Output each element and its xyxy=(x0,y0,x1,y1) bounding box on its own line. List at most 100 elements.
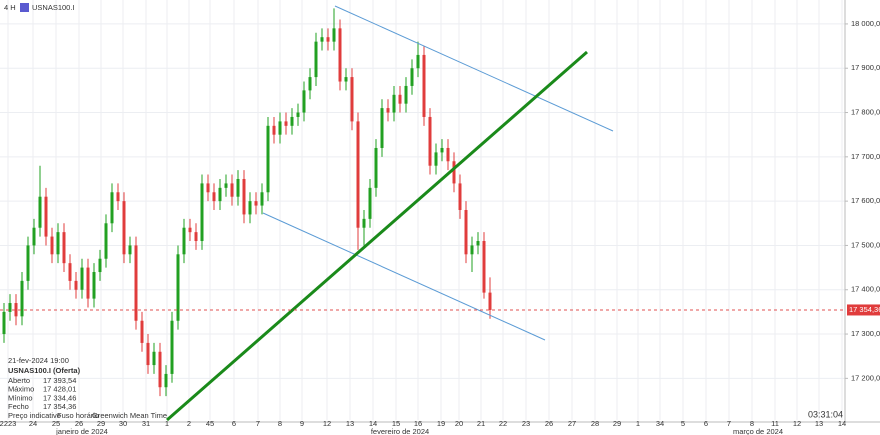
candle-body xyxy=(284,121,288,126)
candle-body xyxy=(428,116,432,166)
y-tick-label: 17 500,00 xyxy=(851,240,880,249)
x-tick-label: 24 xyxy=(29,419,37,428)
trend-line-support xyxy=(166,50,588,422)
candle-body xyxy=(362,218,366,228)
trend-line-lower xyxy=(262,212,546,341)
month-label: janeiro de 2024 xyxy=(55,427,108,435)
candle-body xyxy=(224,183,228,188)
candle-body xyxy=(212,192,216,202)
candle-body xyxy=(266,125,270,193)
x-tick-label: 34 xyxy=(656,419,664,428)
candle-body xyxy=(188,227,192,233)
candle-body xyxy=(116,192,120,202)
info-value: 17 354,36 xyxy=(43,402,76,411)
y-tick-label: 17 300,00 xyxy=(851,329,880,338)
x-tick-label: 26 xyxy=(75,419,83,428)
x-tick-label: 23 xyxy=(522,419,530,428)
candle-body xyxy=(464,210,468,255)
candle-body xyxy=(74,280,78,290)
candle-body xyxy=(416,54,420,69)
y-tick-label: 17 900,00 xyxy=(851,63,880,72)
candle-body xyxy=(8,303,12,312)
candle-body xyxy=(56,232,60,255)
candle-body xyxy=(152,351,156,366)
x-tick-label: 31 xyxy=(142,419,150,428)
candle-body xyxy=(134,245,138,321)
x-tick-label: 14 xyxy=(369,419,377,428)
grid xyxy=(0,0,845,420)
x-tick-label: 13 xyxy=(346,419,354,428)
info-value: 17 393,54 xyxy=(43,376,76,385)
x-tick-label: 27 xyxy=(568,419,576,428)
candle-body xyxy=(32,227,36,246)
y-tick-label: 18 000,00 xyxy=(851,19,880,28)
y-tick-label: 17 800,00 xyxy=(851,108,880,117)
x-tick-label: 6 xyxy=(232,419,236,428)
info-value: 17 334,46 xyxy=(43,393,76,402)
x-tick-label: 2223 xyxy=(0,419,16,428)
x-tick-label: 5 xyxy=(681,419,685,428)
candle-body xyxy=(164,373,168,388)
candle-body xyxy=(434,152,438,166)
x-tick-label: 11 xyxy=(771,419,779,428)
x-tick-label: 26 xyxy=(545,419,553,428)
symbol: USNAS100.I xyxy=(32,3,75,12)
x-tick-label: 45 xyxy=(206,419,214,428)
trend-line-upper xyxy=(334,5,614,132)
candle-body xyxy=(38,196,42,228)
candle-body xyxy=(296,112,300,117)
info-label: Máximo xyxy=(8,385,34,394)
x-tick-label: 8 xyxy=(750,419,754,428)
candle-body xyxy=(248,201,252,215)
candle-body xyxy=(332,28,336,42)
x-tick-label: 1 xyxy=(165,419,169,428)
x-tick-label: 13 xyxy=(815,419,823,428)
candle-body xyxy=(128,245,132,255)
candle-body xyxy=(290,116,294,126)
candle-body xyxy=(68,263,72,281)
y-tick-label: 17 600,00 xyxy=(851,196,880,205)
candle-body xyxy=(14,303,18,317)
x-tick-label: 6 xyxy=(704,419,708,428)
candle-body xyxy=(386,108,390,113)
x-tick-label: 15 xyxy=(392,419,400,428)
candle-body xyxy=(398,94,402,104)
candle-body xyxy=(242,178,246,215)
candle-body xyxy=(146,342,150,366)
candle-body xyxy=(92,272,96,299)
candle-body xyxy=(410,68,414,86)
candle-body xyxy=(182,227,186,255)
info-label: Fecho xyxy=(8,402,29,411)
candles xyxy=(2,8,492,397)
candle-body xyxy=(254,201,258,206)
x-tick-label: 2 xyxy=(187,419,191,428)
x-tick-label: 19 xyxy=(437,419,445,428)
candle-body xyxy=(488,292,492,310)
candle-body xyxy=(482,241,486,293)
x-tick-label: 7 xyxy=(727,419,731,428)
x-tick-label: 9 xyxy=(300,419,304,428)
symbol-icon xyxy=(20,3,29,12)
candle-body xyxy=(278,121,282,135)
info-footer: Preço indicativo xyxy=(8,411,61,420)
candle-body xyxy=(2,311,6,335)
candle-body xyxy=(446,147,450,162)
candle-body xyxy=(452,161,456,184)
candle-body xyxy=(158,351,162,388)
candle-body xyxy=(98,258,102,273)
y-tick-label: 17 700,00 xyxy=(851,152,880,161)
info-footer: Greenwich Mean Time xyxy=(92,411,167,420)
candle-body xyxy=(392,94,396,113)
candle-body xyxy=(476,241,480,246)
candle-body xyxy=(440,147,444,153)
x-tick-label: 16 xyxy=(414,419,422,428)
candle-body xyxy=(62,232,66,264)
x-tick-label: 12 xyxy=(323,419,331,428)
candle-body xyxy=(80,267,84,290)
x-tick-label: 22 xyxy=(499,419,507,428)
info-value: 17 428,01 xyxy=(43,385,76,394)
candle-body xyxy=(422,54,426,117)
x-tick-label: 30 xyxy=(119,419,127,428)
